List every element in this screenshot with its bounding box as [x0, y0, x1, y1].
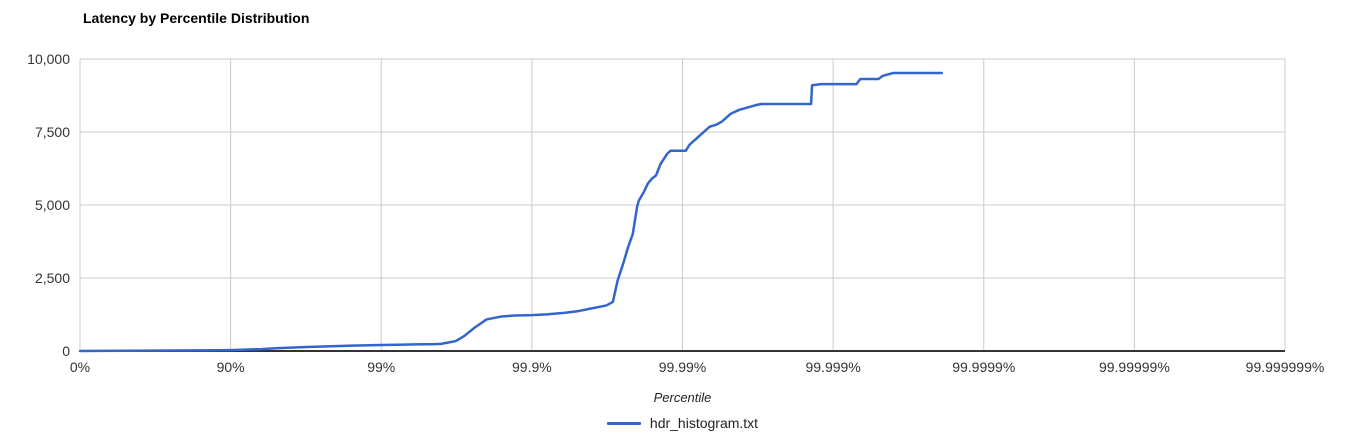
x-tick-label: 99.99%	[658, 359, 707, 375]
y-tick-label: 10,000	[27, 51, 70, 67]
x-tick-label: 99%	[367, 359, 396, 375]
x-tick-label: 99.999%	[805, 359, 861, 375]
y-tick-label: 7,500	[34, 124, 70, 140]
chart-title: Latency by Percentile Distribution	[83, 10, 310, 26]
series-line[interactable]	[78, 71, 944, 353]
legend-label: hdr_histogram.txt	[649, 415, 759, 431]
x-tick-label: 99.999999%	[1245, 359, 1325, 375]
y-tick-label: 0	[62, 343, 70, 359]
x-tick-label: 99.9%	[512, 359, 552, 375]
x-tick-label: 90%	[216, 359, 245, 375]
y-tick-label: 5,000	[34, 197, 70, 213]
legend: hdr_histogram.txt	[80, 415, 1285, 431]
x-tick-label: 0%	[69, 359, 91, 375]
x-axis-title: Percentile	[653, 390, 712, 405]
legend-line-swatch	[606, 421, 641, 425]
y-tick-label: 2,500	[34, 270, 70, 286]
x-tick-label: 99.99999%	[1098, 359, 1170, 375]
x-tick-label: 99.9999%	[952, 359, 1016, 375]
